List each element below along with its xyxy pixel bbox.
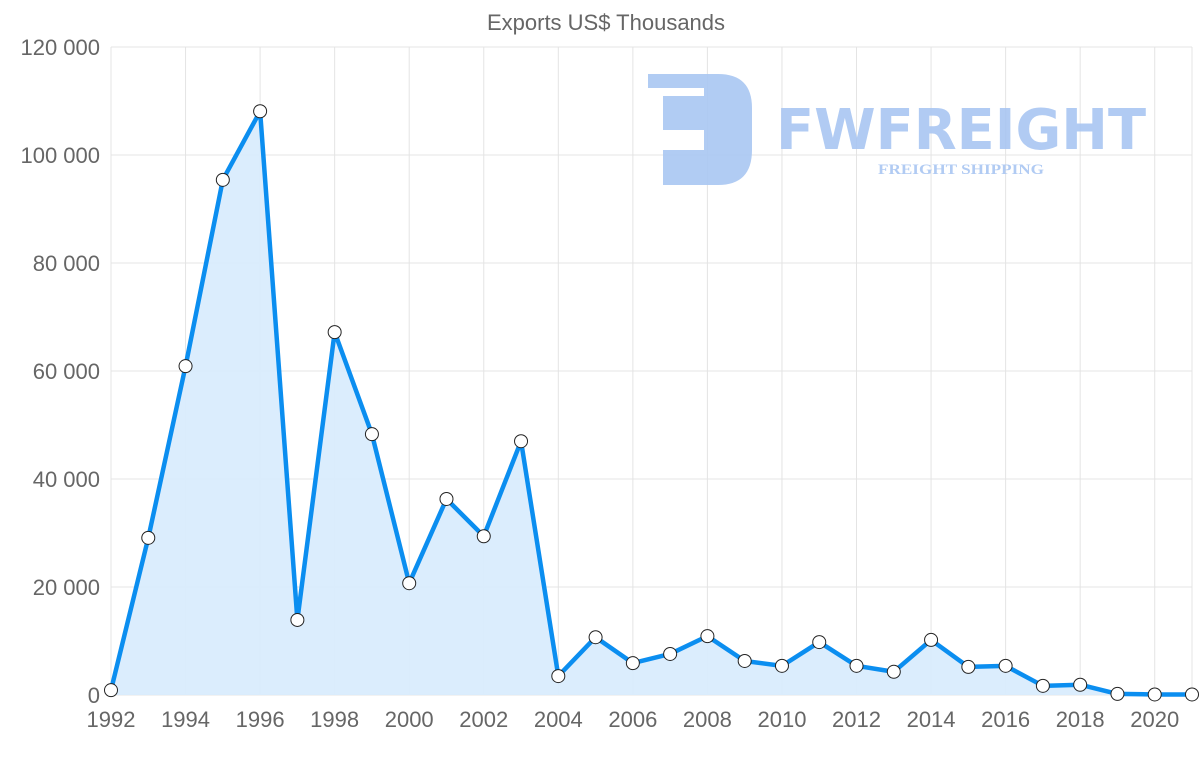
data-point: [476, 529, 491, 544]
data-point: [1185, 687, 1199, 702]
data-point: [141, 530, 156, 545]
x-tick-label: 2000: [385, 707, 434, 732]
y-tick-label: 40 000: [33, 467, 100, 492]
x-tick-label: 1996: [236, 707, 285, 732]
data-point: [737, 653, 752, 668]
data-point: [178, 359, 193, 374]
data-point: [625, 656, 640, 671]
data-point: [1035, 678, 1050, 693]
chart-title: Exports US$ Thousands: [487, 10, 725, 35]
x-tick-label: 2018: [1056, 707, 1105, 732]
data-point: [1073, 677, 1088, 692]
data-point: [364, 427, 379, 442]
data-point: [774, 658, 789, 673]
x-axis: 1992 1994 1996 1998 2000 2002 2004 2006 2008 2010…: [87, 707, 1180, 732]
x-tick-label: 1994: [161, 707, 210, 732]
x-tick-label: 2012: [832, 707, 881, 732]
data-point: [700, 629, 715, 644]
grid: [110, 46, 1193, 696]
data-point: [924, 632, 939, 647]
x-tick-label: 2014: [907, 707, 956, 732]
x-tick-label: 2004: [534, 707, 583, 732]
y-tick-label: 60 000: [33, 359, 100, 384]
y-tick-label: 80 000: [33, 251, 100, 276]
data-point: [327, 325, 342, 340]
x-tick-label: 2016: [981, 707, 1030, 732]
series-line: [108, 109, 1192, 697]
data-point: [215, 172, 230, 187]
y-tick-label: 100 000: [20, 143, 100, 168]
data-point: [588, 630, 603, 645]
x-tick-label: 2010: [757, 707, 806, 732]
logo-mark-icon: [648, 74, 752, 185]
x-tick-label: 2006: [608, 707, 657, 732]
data-point: [663, 646, 678, 661]
data-point: [849, 658, 864, 673]
data-point: [1147, 687, 1162, 702]
data-point: [104, 683, 118, 698]
logo-tagline-text: FREIGHT SHIPPING: [878, 162, 1044, 178]
data-point: [998, 658, 1013, 673]
data-point: [402, 576, 417, 591]
x-tick-label: 2002: [459, 707, 508, 732]
series-exports: [104, 104, 1199, 702]
y-tick-label: 20 000: [33, 575, 100, 600]
x-tick-label: 2008: [683, 707, 732, 732]
data-point: [514, 434, 529, 449]
data-point: [290, 612, 305, 627]
y-tick-label: 120 000: [20, 35, 100, 60]
data-point: [551, 669, 566, 684]
data-point: [961, 659, 976, 674]
y-axis: 0 20 000 40 000 60 000 80 000 100 000 120 000: [20, 35, 100, 708]
data-point: [886, 664, 901, 679]
series-area: [111, 111, 1192, 695]
logo-brand-text: FWFREIGHT: [776, 98, 1146, 163]
x-tick-label: 1998: [310, 707, 359, 732]
data-point: [253, 104, 268, 119]
y-tick-label: 0: [88, 683, 100, 708]
x-tick-label: 1992: [87, 707, 136, 732]
x-tick-label: 2020: [1130, 707, 1179, 732]
fwfreight-logo-watermark: FWFREIGHT FREIGHT SHIPPING: [648, 74, 1146, 185]
data-point: [812, 635, 827, 650]
data-point: [1110, 686, 1125, 701]
data-point: [439, 491, 454, 506]
